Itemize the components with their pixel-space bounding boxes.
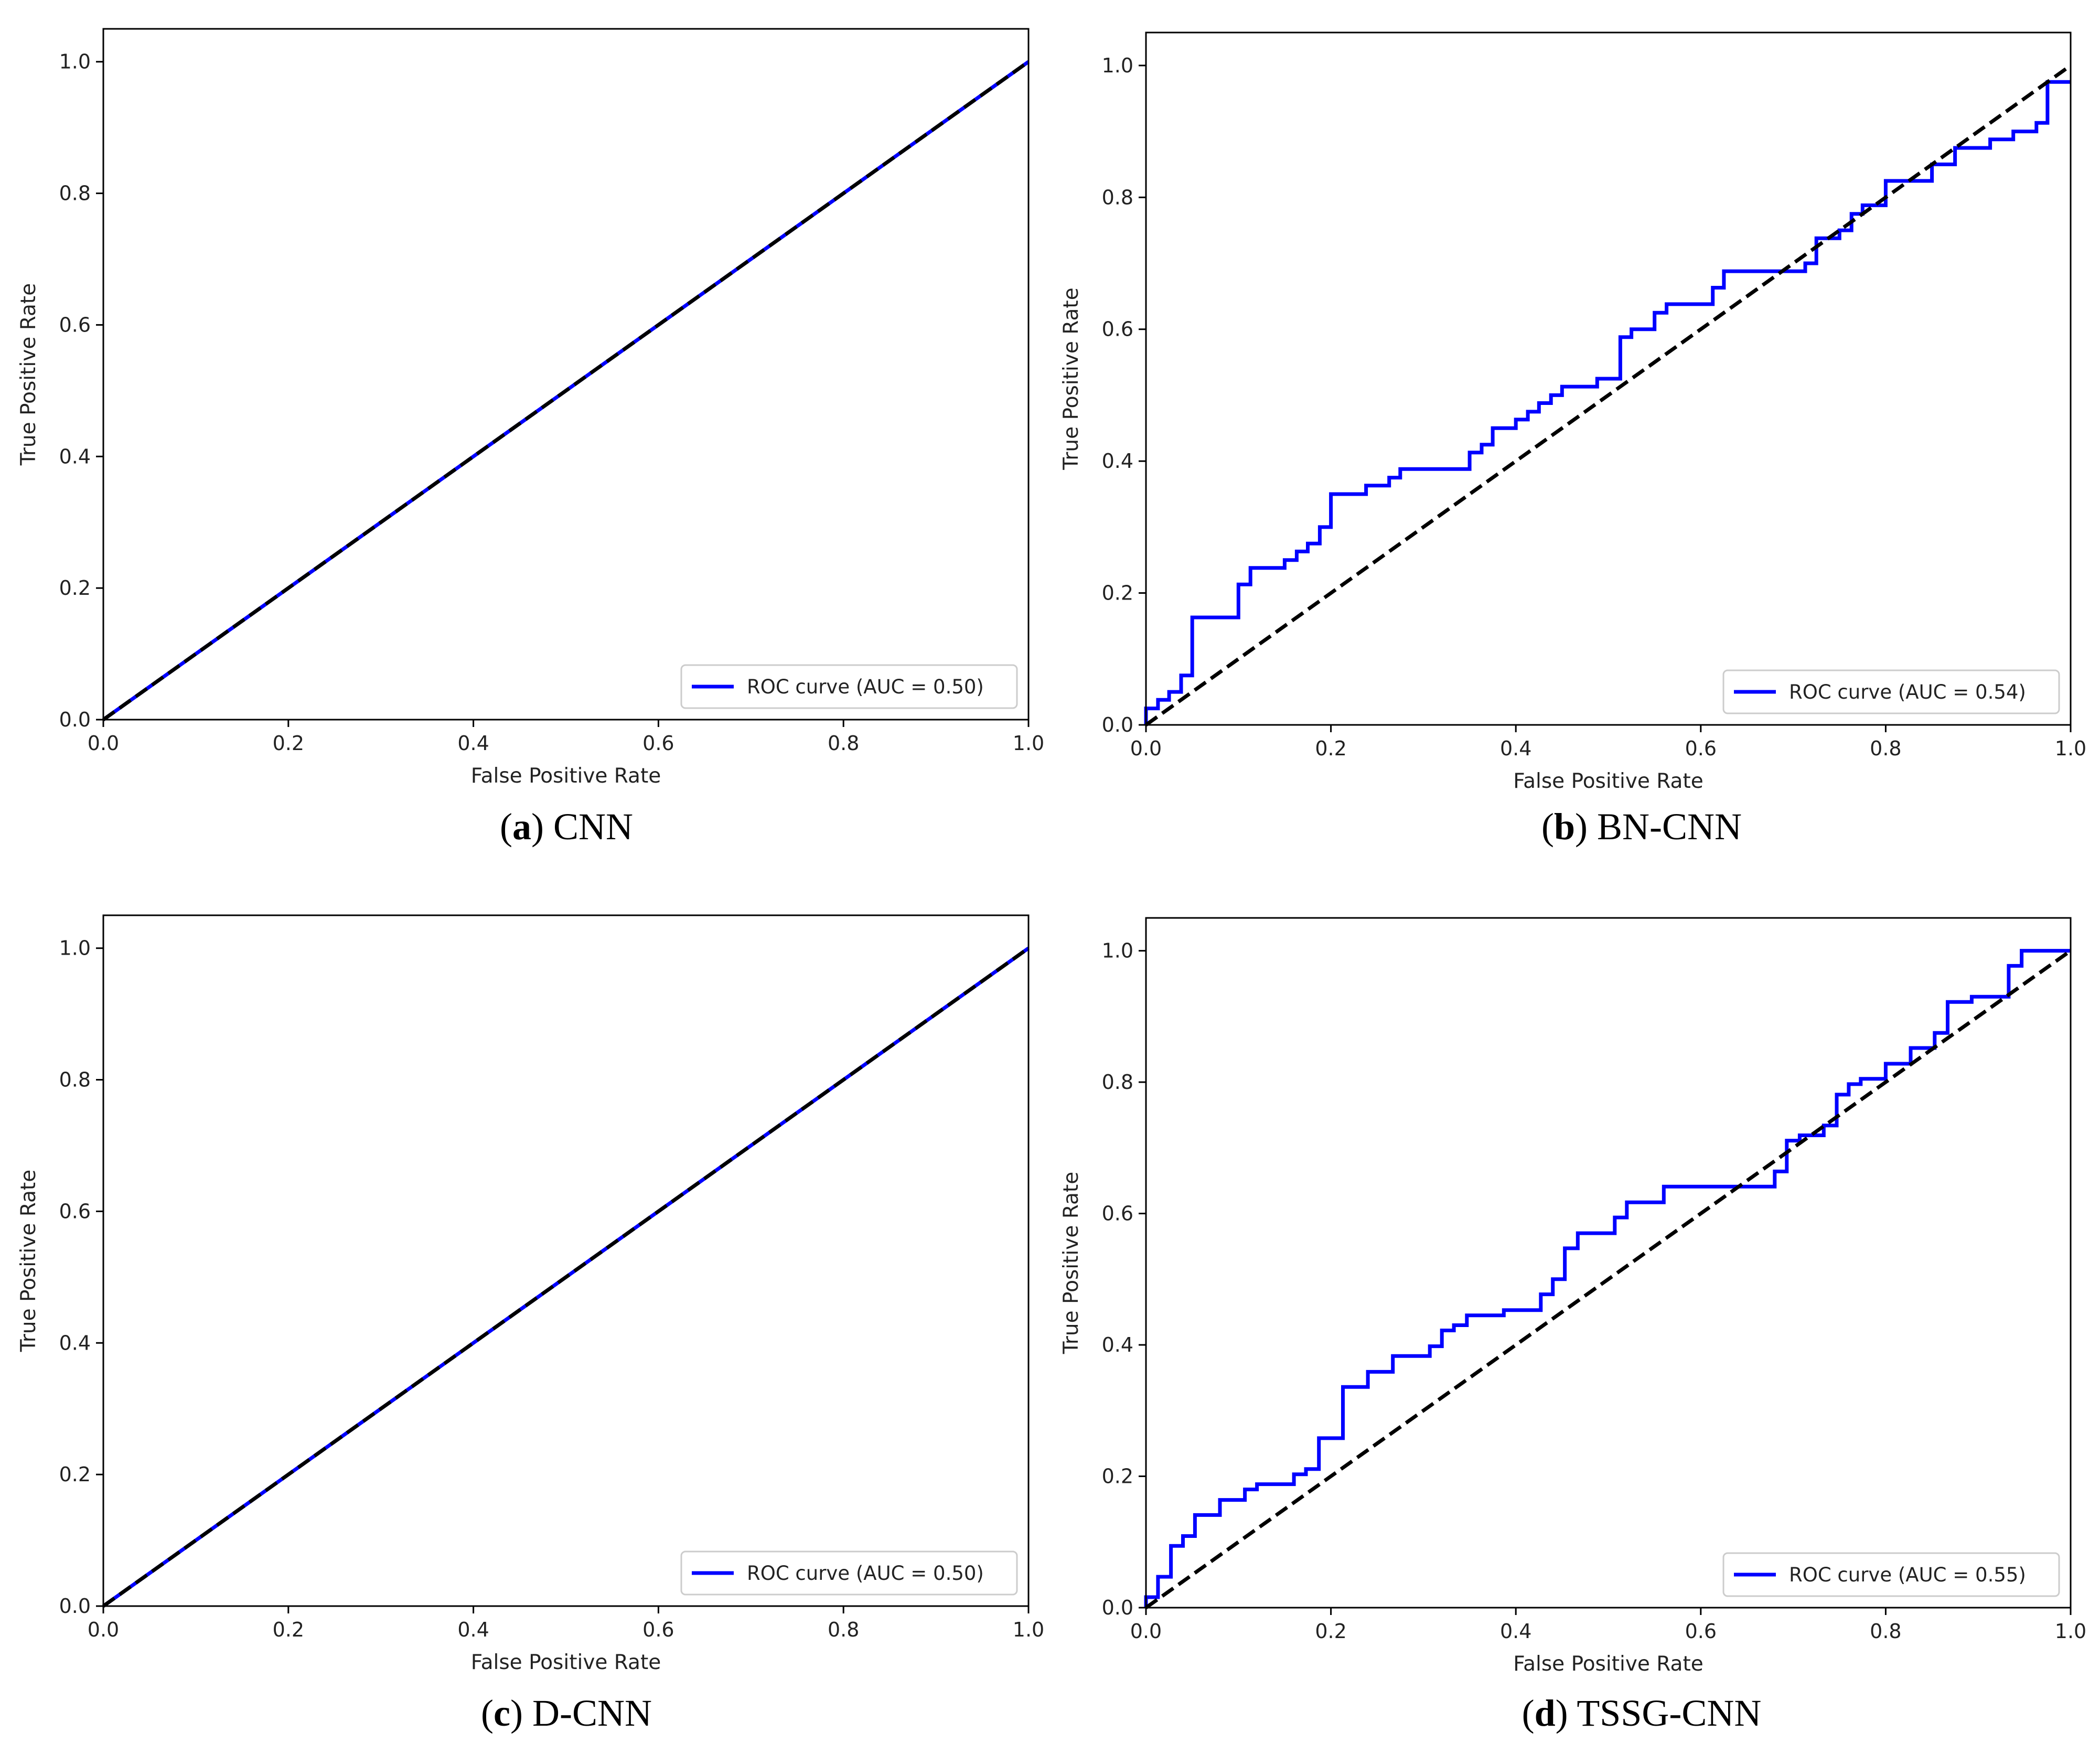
caption-d-label: d [1534,1692,1556,1734]
panel-d-axes-frame [1145,917,2072,1609]
panel-c-legend-label: ROC curve (AUC = 0.50) [747,1562,984,1585]
panel-b-roc-curve [1144,80,2071,725]
panel-b-xlabel: False Positive Rate [1513,769,1703,793]
panel-b-ytick-label: 0.0 [1102,713,1133,736]
panel-d-ytick-label: 0.0 [1102,1596,1133,1619]
panel-a-ylabel: True Positive Rate [17,283,40,466]
caption-b: (b) BN-CNN [1541,806,1742,848]
panel-b-chance-line [1144,64,2072,726]
panel-b-xtick-label: 0.6 [1685,737,1717,760]
panel-b-legend-box [1722,669,2060,714]
panel-b-xtick-label: 0.2 [1315,737,1346,760]
panel-d: 0.0 0.2 0.4 0.6 0.8 1.0 0.0 0.2 0.4 0.6 0.8 1.0 Fals… [1059,917,2086,1676]
panel-a-ytick-label: 0.0 [59,708,91,731]
panel-c-xtick-label: 0.2 [273,1618,304,1641]
panel-a-ytick-label: 0.2 [59,576,91,600]
panel-c-legend: ROC curve (AUC = 0.50) [680,1550,1018,1596]
panel-a-xtick-label: 0.2 [273,732,304,755]
panel-c-chance-line [102,946,1030,1608]
panel-b-legend-label: ROC curve (AUC = 0.54) [1789,681,2026,703]
panel-b-axes-frame [1145,31,2072,726]
caption-c-label: c [494,1692,510,1734]
panel-d-ytick-label: 1.0 [1102,939,1133,962]
panel-a-legend-box [680,664,1018,709]
panel-a-xtick-label: 0.8 [828,732,859,755]
panel-c-ytick-label: 0.2 [59,1463,91,1486]
caption-a: (a) CNN [500,806,633,848]
panel-b-ytick-label: 0.8 [1102,186,1133,209]
panel-d-xtick-label: 0.8 [1870,1620,1901,1643]
caption-b-title: BN-CNN [1597,806,1742,848]
panel-d-xtick-label: 1.0 [2055,1620,2086,1643]
panel-b-xtick-label: 0.8 [1870,737,1901,760]
panel-a: 0.0 0.2 0.4 0.6 0.8 1.0 0.0 0.2 0.4 0.6 0.8 1.0 Fals… [17,28,1044,788]
panel-c-ylabel: True Positive Rate [17,1170,40,1352]
panel-c-xtick-label: 0.8 [828,1618,859,1641]
panel-c-xtick-label: 0.6 [642,1618,674,1641]
caption-b-label: b [1553,806,1576,848]
panel-d-xtick-label: 0.2 [1315,1620,1346,1643]
panel-c-ytick-label: 1.0 [59,937,91,960]
caption-d-title: TSSG-CNN [1577,1692,1762,1734]
caption-a-title: CNN [553,806,633,848]
panel-b-ylabel: True Positive Rate [1059,287,1083,470]
panel-c-legend-box [680,1550,1018,1596]
panel-d-xlabel: False Positive Rate [1513,1652,1703,1676]
panel-b-xtick-label: 1.0 [2055,737,2086,760]
caption-c-title: D-CNN [532,1692,652,1734]
panel-d-legend-label: ROC curve (AUC = 0.55) [1789,1564,2026,1586]
caption-a-label: a [512,806,531,848]
panel-a-xtick-label: 0.0 [88,732,119,755]
panel-d-legend-box [1722,1552,2060,1597]
panel-a-xtick-label: 0.6 [642,732,674,755]
panel-c-xtick-label: 1.0 [1013,1618,1044,1641]
panel-b-ytick-label: 0.6 [1102,318,1133,341]
panel-d-xtick-label: 0.6 [1685,1620,1717,1643]
panel-a-legend-label: ROC curve (AUC = 0.50) [747,676,984,698]
panel-a-chance-line [102,60,1030,721]
panel-b-legend: ROC curve (AUC = 0.54) [1722,669,2060,714]
panel-a-ytick-label: 0.4 [59,445,91,468]
panel-d-ytick-label: 0.8 [1102,1071,1133,1094]
caption-d: (d) TSSG-CNN [1522,1692,1762,1734]
panel-c-ytick-label: 0.4 [59,1331,91,1354]
panel-c-axes-frame [102,914,1030,1607]
panel-a-xtick-label: 0.4 [457,732,489,755]
panel-c: 0.0 0.2 0.4 0.6 0.8 1.0 0.0 0.2 0.4 0.6 0.8 1.0 Fals… [17,914,1044,1674]
panel-b-ytick-label: 0.4 [1102,450,1133,473]
panel-d-legend: ROC curve (AUC = 0.55) [1722,1552,2060,1597]
panel-b-xtick-label: 0.4 [1500,737,1531,760]
panel-a-xtick-label: 1.0 [1013,732,1044,755]
panel-c-ytick-label: 0.8 [59,1068,91,1092]
panel-c-xlabel: False Positive Rate [471,1651,661,1674]
panel-b: 0.0 0.2 0.4 0.6 0.8 1.0 0.0 0.2 0.4 0.6 0.8 1.0 Fals… [1059,31,2086,793]
panel-d-xtick-label: 0.0 [1130,1620,1162,1643]
panel-d-ylabel: True Positive Rate [1059,1172,1083,1354]
panel-a-xlabel: False Positive Rate [471,764,661,788]
panel-a-axes-frame [102,28,1030,721]
panel-a-ytick-label: 1.0 [59,50,91,73]
panel-b-ytick-label: 1.0 [1102,54,1133,77]
panel-d-roc-curve [1144,949,2071,1608]
panel-b-xtick-label: 0.0 [1130,737,1162,760]
panel-c-xtick-label: 0.4 [457,1618,489,1641]
panel-a-legend: ROC curve (AUC = 0.50) [680,664,1018,709]
panel-b-ytick-label: 0.2 [1102,582,1133,605]
panel-c-ytick-label: 0.0 [59,1595,91,1618]
panel-d-chance-line [1144,949,2072,1609]
panel-a-ytick-label: 0.8 [59,182,91,205]
panel-c-ytick-label: 0.6 [59,1200,91,1223]
panel-d-xtick-label: 0.4 [1500,1620,1531,1643]
caption-c: (c) D-CNN [481,1692,652,1734]
panel-d-ytick-label: 0.6 [1102,1202,1133,1225]
panel-d-ytick-label: 0.4 [1102,1333,1133,1356]
panel-a-ytick-label: 0.6 [59,313,91,336]
panel-c-xtick-label: 0.0 [88,1618,119,1641]
panel-d-ytick-label: 0.2 [1102,1465,1133,1488]
